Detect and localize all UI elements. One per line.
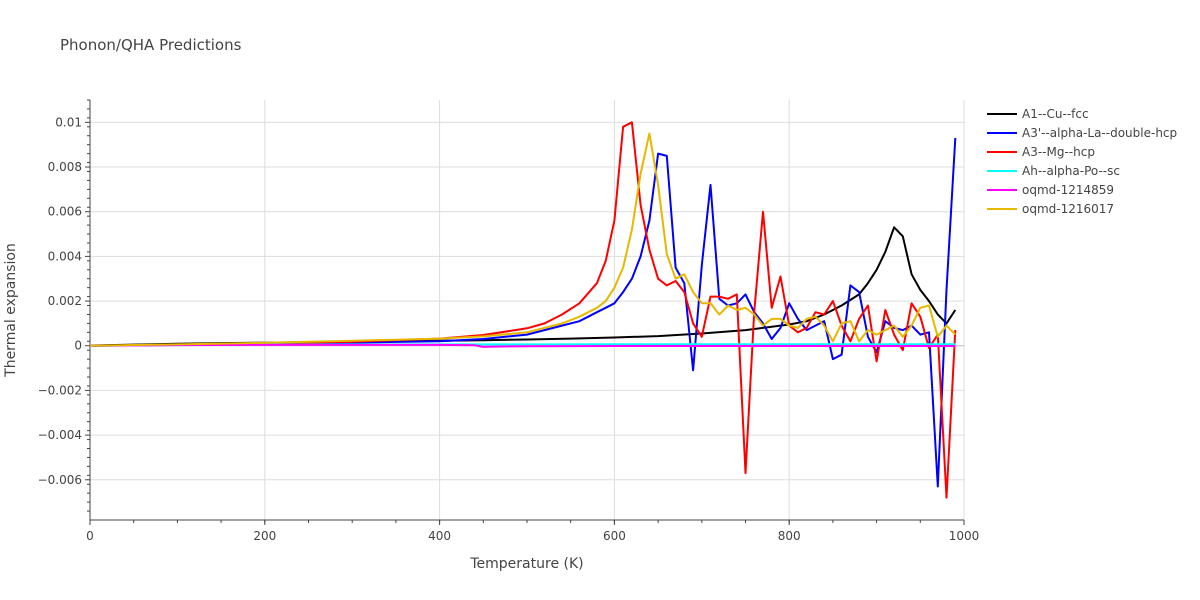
series-lines: [89, 121, 957, 499]
legend-item[interactable]: Ah--alpha-Po--sc: [987, 161, 1177, 180]
series-line-2: [89, 121, 957, 499]
legend-item[interactable]: A3'--alpha-La--double-hcp: [987, 123, 1177, 142]
legend-label: A1--Cu--fcc: [1022, 106, 1089, 121]
y-tick-label: 0.008: [48, 160, 82, 174]
series-line-5: [89, 132, 957, 347]
x-tick-label: 600: [603, 529, 626, 543]
y-tick-label: −0.002: [38, 383, 82, 397]
y-axis-label: Thermal expansion: [3, 243, 19, 378]
legend-swatch: [987, 131, 1017, 134]
legend-item[interactable]: A1--Cu--fcc: [987, 104, 1177, 123]
legend-item[interactable]: oqmd-1216017: [987, 199, 1177, 218]
legend-label: A3--Mg--hcp: [1022, 144, 1095, 159]
x-tick-label: 1000: [949, 529, 980, 543]
legend-item[interactable]: oqmd-1214859: [987, 180, 1177, 199]
y-tick-label: 0.006: [48, 205, 82, 219]
legend-label: Ah--alpha-Po--sc: [1022, 163, 1120, 178]
x-tick-label: 400: [428, 529, 451, 543]
legend-label: A3'--alpha-La--double-hcp: [1022, 125, 1178, 140]
legend: A1--Cu--fcc A3'--alpha-La--double-hcp A3--…: [987, 104, 1177, 218]
y-tick-label: 0: [74, 339, 82, 353]
legend-swatch: [987, 207, 1017, 210]
legend-swatch: [987, 150, 1017, 153]
chart-title: Phonon/QHA Predictions: [60, 36, 242, 54]
axes: 0 200 400 600 800 1000 −0.006 −0.004 −0.002 0 0.00…: [38, 99, 980, 543]
legend-swatch: [987, 112, 1017, 115]
y-tick-label: 0.01: [55, 115, 82, 129]
x-tick-label: 200: [253, 529, 276, 543]
x-tick-label: 0: [86, 529, 94, 543]
legend-label: oqmd-1214859: [1022, 182, 1115, 197]
x-axis-label: Temperature (K): [469, 556, 583, 572]
y-tick-label: −0.004: [38, 428, 82, 442]
series-line-4: [89, 343, 956, 348]
y-tick-label: 0.004: [48, 249, 82, 263]
legend-item[interactable]: A3--Mg--hcp: [987, 142, 1177, 161]
y-tick-label: −0.006: [38, 473, 82, 487]
legend-swatch: [987, 188, 1017, 191]
x-tick-label: 800: [778, 529, 801, 543]
legend-swatch: [987, 169, 1017, 172]
y-tick-label: 0.002: [48, 294, 82, 308]
legend-label: oqmd-1216017: [1022, 201, 1115, 216]
